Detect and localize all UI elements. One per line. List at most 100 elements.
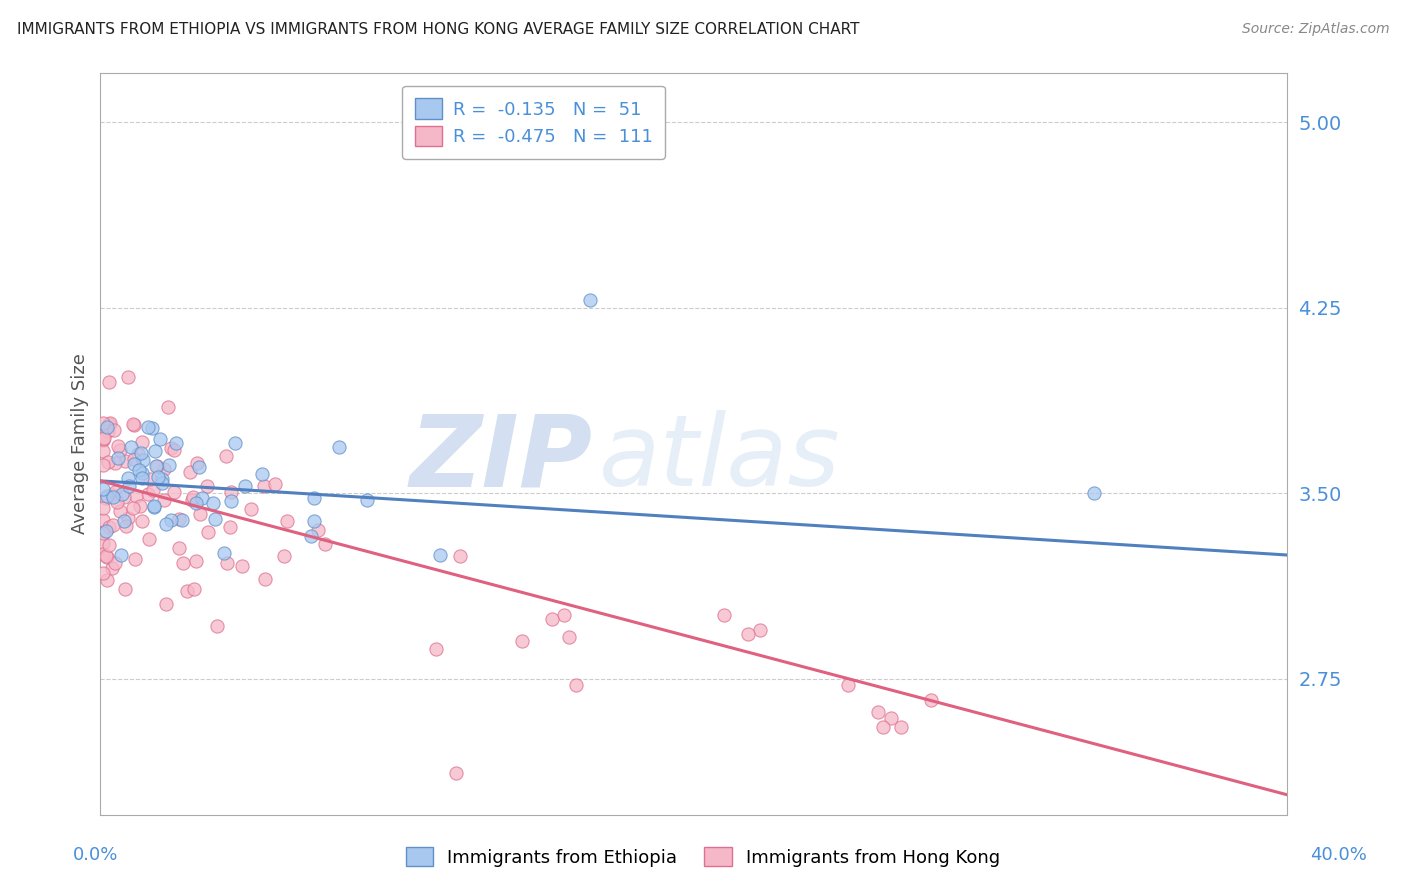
Point [510, 633, 533, 648]
Point [111, 487, 134, 501]
Point [176, 583, 198, 598]
Point [117, 369, 139, 384]
Point [91, 500, 114, 515]
Point [145, 458, 167, 473]
Point [101, 518, 124, 533]
Point [155, 517, 177, 532]
Point [429, 548, 451, 562]
Point [127, 447, 149, 461]
Point [91, 432, 114, 446]
Point [120, 440, 142, 454]
Point [233, 479, 256, 493]
Point [204, 512, 226, 526]
Point [115, 519, 138, 533]
Point [91, 458, 114, 473]
Point [105, 495, 128, 509]
Point [107, 451, 129, 466]
Point [179, 466, 201, 480]
Point [143, 444, 166, 458]
Text: Source: ZipAtlas.com: Source: ZipAtlas.com [1241, 22, 1389, 37]
Point [112, 514, 135, 528]
Point [153, 461, 176, 475]
Point [146, 470, 169, 484]
Point [224, 436, 246, 450]
Point [150, 475, 173, 490]
Point [181, 492, 204, 507]
Point [299, 529, 322, 543]
Point [124, 551, 146, 566]
Point [920, 692, 942, 706]
Point [425, 642, 447, 657]
Point [240, 501, 263, 516]
Point [114, 454, 136, 468]
Point [184, 554, 207, 568]
Point [253, 572, 276, 586]
Point [96, 550, 118, 565]
Point [163, 484, 186, 499]
Point [129, 500, 152, 514]
Point [91, 416, 114, 430]
Point [153, 493, 176, 508]
Point [96, 455, 118, 469]
Point [304, 491, 326, 505]
Point [215, 556, 238, 570]
Point [104, 456, 127, 470]
Point [872, 720, 894, 734]
Point [155, 597, 177, 611]
Point [160, 513, 183, 527]
Point [890, 720, 912, 734]
Point [231, 558, 253, 573]
Point [253, 479, 276, 493]
Point [128, 463, 150, 477]
Point [131, 514, 153, 528]
Point [98, 416, 121, 430]
Point [98, 538, 121, 552]
Text: IMMIGRANTS FROM ETHIOPIA VS IMMIGRANTS FROM HONG KONG AVERAGE FAMILY SIZE CORREL: IMMIGRANTS FROM ETHIOPIA VS IMMIGRANTS F… [17, 22, 859, 37]
Point [114, 582, 136, 596]
Point [100, 488, 122, 502]
Point [219, 484, 242, 499]
Point [110, 548, 132, 562]
Point [1083, 486, 1105, 500]
Legend: Immigrants from Ethiopia, Immigrants from Hong Kong: Immigrants from Ethiopia, Immigrants fro… [399, 840, 1007, 874]
Point [107, 439, 129, 453]
Point [157, 458, 180, 472]
Point [866, 706, 889, 720]
Point [91, 535, 114, 549]
Point [564, 678, 586, 692]
Point [96, 489, 118, 503]
Point [446, 765, 468, 780]
Point [181, 491, 204, 505]
Point [215, 449, 238, 463]
Point [91, 566, 114, 581]
Point [190, 507, 212, 521]
Point [187, 460, 209, 475]
Point [117, 510, 139, 524]
Point [837, 678, 859, 692]
Text: 0.0%: 0.0% [73, 846, 118, 863]
Point [186, 456, 208, 470]
Point [96, 524, 118, 538]
Point [132, 452, 155, 467]
Point [748, 623, 770, 637]
Point [170, 513, 193, 527]
Point [276, 514, 298, 528]
Point [141, 420, 163, 434]
Point [104, 557, 127, 571]
Point [713, 608, 735, 623]
Point [557, 630, 579, 644]
Point [91, 482, 114, 496]
Point [122, 458, 145, 472]
Point [91, 547, 114, 561]
Point [157, 401, 180, 415]
Point [97, 520, 120, 534]
Point [124, 451, 146, 466]
Point [195, 479, 218, 493]
Point [307, 523, 329, 537]
Point [169, 541, 191, 555]
Point [96, 573, 118, 587]
Point [540, 612, 562, 626]
Point [122, 500, 145, 515]
Point [117, 471, 139, 485]
Point [160, 441, 183, 455]
